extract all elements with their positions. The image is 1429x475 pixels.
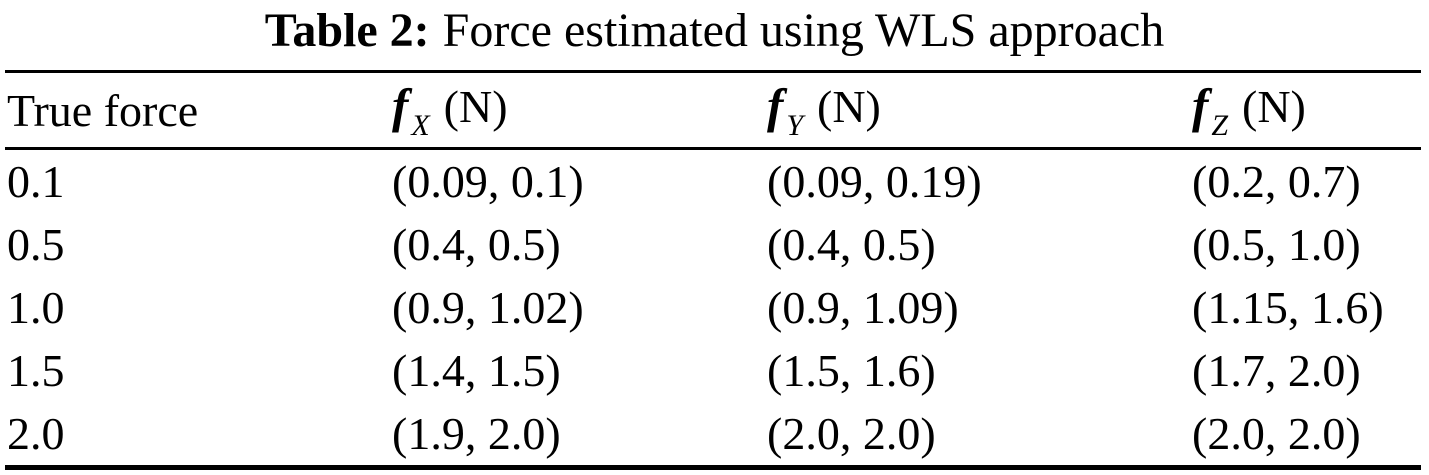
fz-unit: (N) bbox=[1242, 81, 1306, 132]
fz-subscript: Z bbox=[1211, 109, 1229, 142]
estimate-cell-fz: (2.0, 2.0) bbox=[1192, 408, 1361, 459]
fy-unit: (N) bbox=[817, 81, 881, 132]
estimate-cell-fz: (0.2, 0.7) bbox=[1192, 156, 1361, 207]
row-label-cell: 1.5 bbox=[7, 345, 65, 396]
row-label-cell: 2.0 bbox=[7, 408, 65, 459]
estimate-cell-fy: (0.4, 0.5) bbox=[767, 219, 936, 270]
row-label-cell: 0.1 bbox=[7, 156, 65, 207]
table-row: 1.5 (1.4, 1.5) (1.5, 1.6) (1.7, 2.0) bbox=[5, 339, 1421, 402]
table-row: 2.0 (1.9, 2.0) (2.0, 2.0) (2.0, 2.0) bbox=[5, 402, 1421, 468]
estimate-cell-fx: (0.4, 0.5) bbox=[392, 219, 561, 270]
header-row: True force f X (N) f Y (N) f Z (N) bbox=[5, 71, 1421, 150]
table-caption-label: Table 2: bbox=[264, 4, 430, 57]
col-header-fz: f Z (N) bbox=[1190, 71, 1421, 150]
fx-subscript: X bbox=[411, 109, 430, 142]
col-header-true-force: True force bbox=[5, 71, 390, 150]
row-label-cell: 0.5 bbox=[7, 219, 65, 270]
force-estimates-table: True force f X (N) f Y (N) f Z (N) 0.1 (0.09, … bbox=[5, 70, 1421, 470]
table-row: 1.0 (0.9, 1.02) (0.9, 1.09) (1.15, 1.6) bbox=[5, 276, 1421, 339]
fx-unit: (N) bbox=[443, 81, 508, 132]
table-row: 0.5 (0.4, 0.5) (0.4, 0.5) (0.5, 1.0) bbox=[5, 213, 1421, 276]
estimate-cell-fx: (1.9, 2.0) bbox=[392, 408, 561, 459]
estimate-cell-fz: (1.15, 1.6) bbox=[1192, 282, 1384, 333]
col-header-fy: f Y (N) bbox=[765, 71, 1190, 150]
col-header-fx: f X (N) bbox=[390, 71, 765, 150]
fz-symbol: f bbox=[1192, 78, 1209, 133]
estimate-cell-fy: (1.5, 1.6) bbox=[767, 345, 936, 396]
table-caption: Table 2: Force estimated using WLS approa… bbox=[0, 0, 1429, 62]
fy-subscript: Y bbox=[786, 109, 804, 142]
table-row: 0.1 (0.09, 0.1) (0.09, 0.19) (0.2, 0.7) bbox=[5, 149, 1421, 214]
row-label-cell: 1.0 bbox=[7, 282, 65, 333]
estimate-cell-fy: (2.0, 2.0) bbox=[767, 408, 936, 459]
estimate-cell-fy: (0.9, 1.09) bbox=[767, 282, 959, 333]
estimate-cell-fy: (0.09, 0.19) bbox=[767, 156, 982, 207]
estimate-cell-fz: (1.7, 2.0) bbox=[1192, 345, 1361, 396]
table-caption-text: Force estimated using WLS approach bbox=[442, 4, 1165, 57]
estimate-cell-fx: (1.4, 1.5) bbox=[392, 345, 561, 396]
estimate-cell-fx: (0.9, 1.02) bbox=[392, 282, 584, 333]
estimate-cell-fz: (0.5, 1.0) bbox=[1192, 219, 1361, 270]
fx-symbol: f bbox=[392, 78, 409, 133]
fy-symbol: f bbox=[767, 78, 784, 133]
estimate-cell-fx: (0.09, 0.1) bbox=[392, 156, 584, 207]
